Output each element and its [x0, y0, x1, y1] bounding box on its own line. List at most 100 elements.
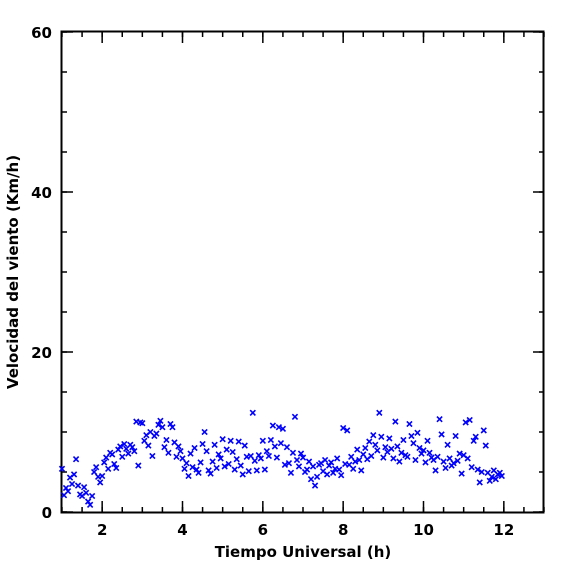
data-point [219, 436, 226, 443]
data-point [215, 451, 222, 458]
data-point [424, 437, 431, 444]
data-point [400, 436, 407, 444]
data-point [207, 470, 214, 477]
data-point [446, 455, 453, 462]
data-point [456, 450, 463, 457]
data-point [333, 455, 341, 462]
data-point [86, 501, 94, 508]
data-point [496, 469, 503, 476]
data-point [498, 472, 505, 480]
data-point [251, 457, 258, 464]
data-point [480, 427, 487, 434]
data-point [227, 437, 234, 444]
data-point [340, 424, 347, 432]
data-point [255, 452, 262, 459]
data-point [440, 458, 447, 465]
data-point [113, 464, 120, 472]
data-point [372, 441, 379, 448]
data-point [329, 469, 337, 476]
plot-frame [60, 30, 545, 514]
data-point [181, 465, 188, 472]
data-point [311, 482, 319, 489]
data-point [177, 448, 184, 455]
data-point [390, 455, 397, 462]
data-point [362, 444, 369, 452]
data-point [299, 454, 307, 461]
data-point [231, 466, 238, 473]
x-tick-label: 6 [258, 521, 268, 539]
data-point [452, 432, 459, 440]
data-point [205, 467, 212, 474]
data-point [269, 422, 277, 429]
data-point [394, 443, 401, 450]
data-point [96, 479, 104, 486]
data-point [271, 443, 279, 450]
data-point [358, 467, 365, 474]
data-point [450, 460, 457, 467]
data-point [90, 468, 98, 476]
x-tick-label: 2 [97, 521, 107, 539]
x-tick-label: 10 [413, 521, 434, 539]
data-point [239, 471, 246, 478]
data-point [88, 492, 96, 500]
data-point [307, 476, 315, 483]
data-point [335, 466, 343, 473]
data-point [163, 436, 170, 444]
data-point [275, 424, 283, 431]
data-point [153, 430, 160, 437]
data-point [488, 473, 495, 480]
data-point [283, 444, 291, 451]
data-point [267, 436, 275, 444]
data-point [462, 419, 469, 426]
y-tick-label: 60 [31, 24, 52, 42]
data-point [414, 429, 421, 436]
data-point [337, 472, 345, 479]
data-point [159, 424, 166, 431]
data-point [492, 476, 499, 483]
data-point [295, 463, 303, 470]
data-point [374, 447, 381, 454]
data-point [64, 488, 72, 495]
data-point [366, 438, 373, 445]
data-point [115, 446, 122, 453]
data-point [125, 450, 132, 457]
data-point [474, 466, 481, 473]
data-point [80, 484, 88, 491]
data-point [426, 449, 433, 456]
data-point [249, 409, 256, 416]
data-point [195, 469, 202, 476]
data-point [434, 453, 441, 460]
data-point [422, 459, 429, 466]
data-point [388, 445, 395, 452]
data-point [442, 464, 449, 472]
data-point [297, 450, 305, 457]
data-point [408, 432, 415, 440]
data-point [261, 466, 269, 473]
data-point [257, 455, 264, 462]
y-axis-label: Velocidad del viento (Km/h) [4, 155, 22, 389]
data-point [432, 467, 439, 474]
data-point [165, 449, 172, 456]
data-point [191, 444, 198, 452]
x-tick-label: 4 [177, 521, 187, 539]
data-point [62, 484, 70, 492]
data-point [309, 463, 317, 470]
data-point [406, 420, 413, 428]
data-point [478, 468, 485, 476]
data-points [58, 409, 505, 508]
data-point [169, 424, 176, 431]
data-point [382, 444, 389, 451]
data-point [241, 442, 248, 449]
data-point [476, 479, 483, 486]
data-point [82, 489, 90, 496]
x-tick-label: 8 [338, 521, 348, 539]
data-point [179, 455, 186, 462]
data-point [313, 473, 321, 480]
data-point [486, 477, 493, 484]
data-point [466, 416, 473, 424]
data-point [436, 416, 443, 423]
data-point [111, 460, 118, 468]
data-point [155, 421, 162, 428]
data-point [380, 454, 387, 461]
